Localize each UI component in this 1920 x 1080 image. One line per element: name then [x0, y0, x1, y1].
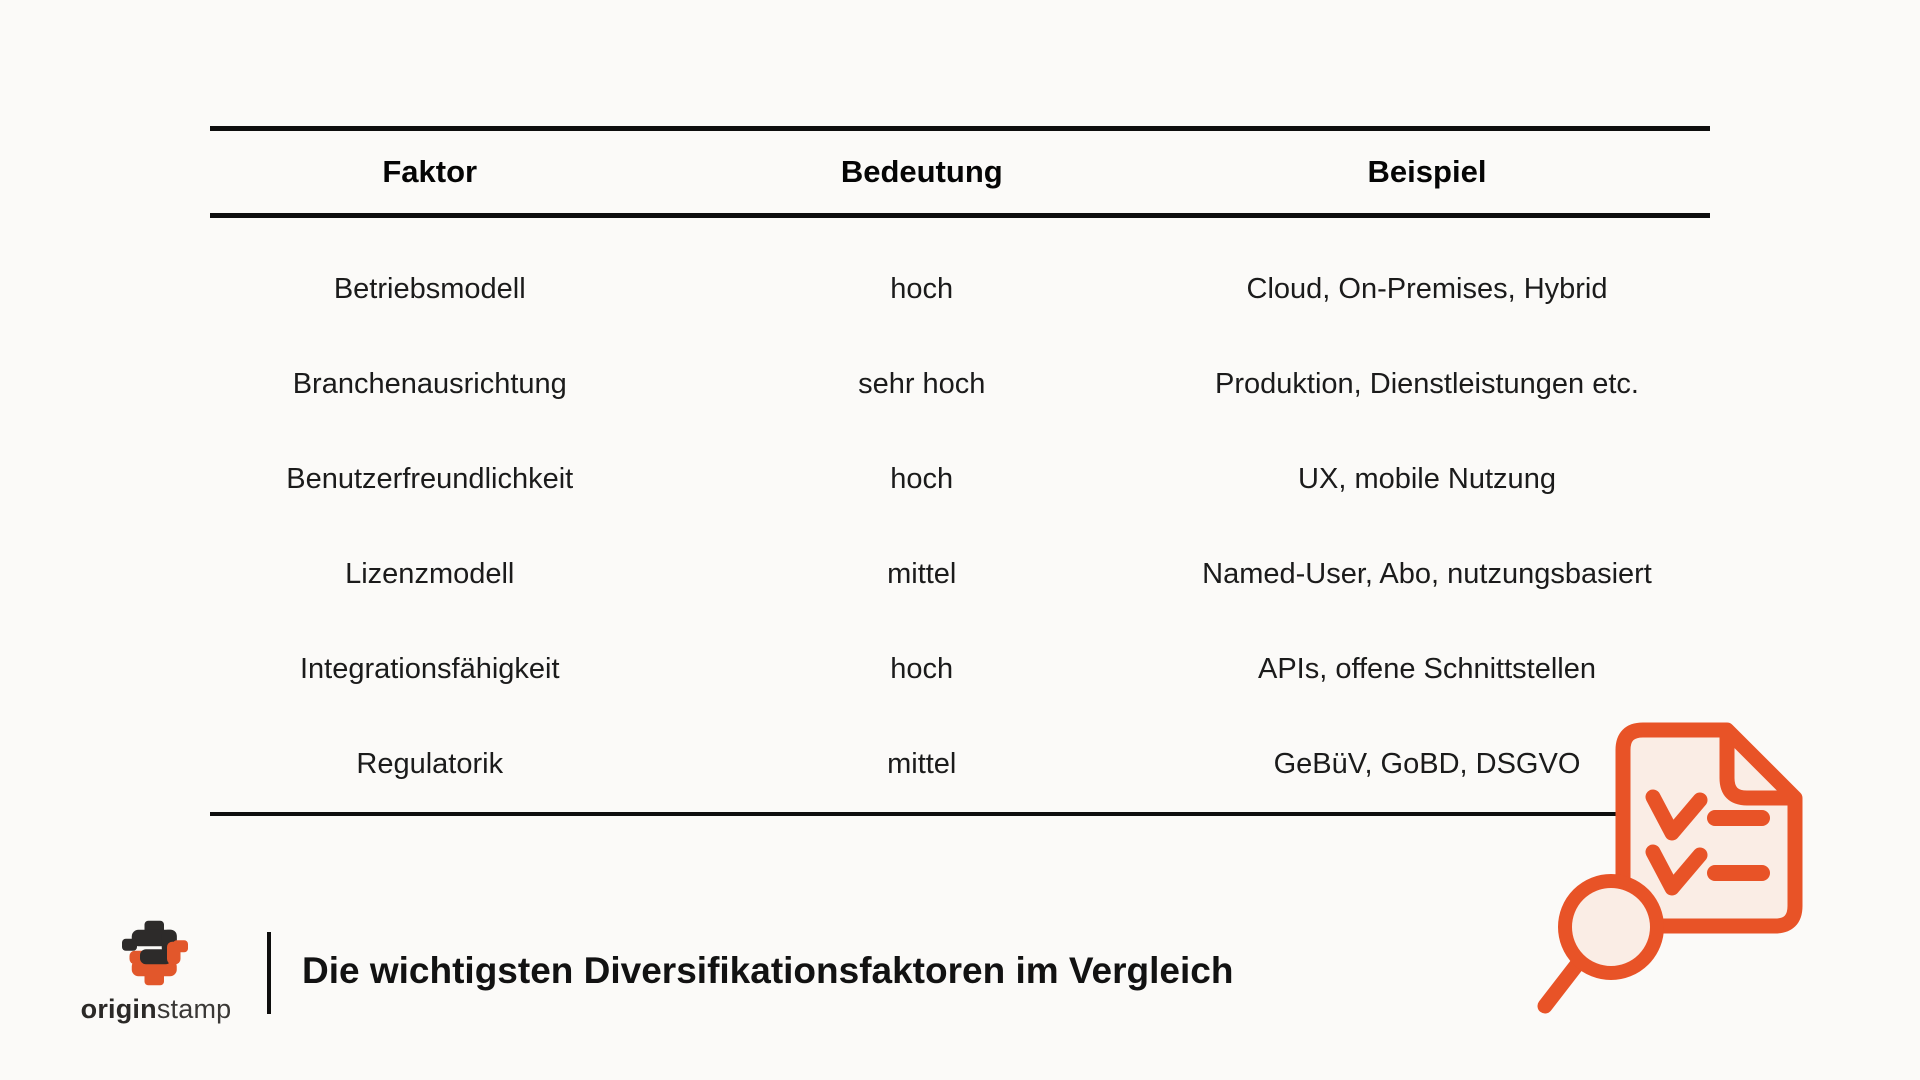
- footer-divider: [267, 932, 271, 1014]
- cell-faktor: Betriebsmodell: [333, 273, 526, 305]
- column-header-beispiel: Beispiel: [1367, 154, 1487, 189]
- cell-faktor: Integrationsfähigkeit: [299, 653, 560, 685]
- brand-wordmark-regular: stamp: [156, 994, 232, 1024]
- cell-beispiel: UX, mobile Nutzung: [1298, 463, 1556, 495]
- cell-faktor: Regulatorik: [356, 748, 504, 780]
- column-header-faktor: Faktor: [382, 154, 478, 189]
- table-row: Branchenausrichtung sehr hoch Produktion…: [210, 337, 1710, 432]
- cell-bedeutung: hoch: [890, 463, 954, 495]
- brand-wordmark-bold: origin: [80, 994, 157, 1024]
- cell-beispiel: GeBüV, GoBD, DSGVO: [1273, 748, 1581, 780]
- cell-beispiel: Produktion, Dienstleistungen etc.: [1215, 368, 1639, 400]
- page-title: Die wichtigsten Diversifikationsfaktoren…: [302, 950, 1234, 991]
- originstamp-logo-icon: [122, 918, 188, 988]
- cell-beispiel: Named-User, Abo, nutzungsbasiert: [1202, 558, 1652, 590]
- column-header-bedeutung: Bedeutung: [840, 154, 1003, 189]
- cell-faktor: Branchenausrichtung: [292, 368, 567, 400]
- document-checklist-magnifier-icon: [1535, 710, 1815, 1020]
- cell-bedeutung: mittel: [887, 558, 957, 590]
- cell-faktor: Benutzerfreundlichkeit: [286, 463, 574, 495]
- comparison-table: Faktor Bedeutung Beispiel Betriebsmodell…: [210, 126, 1710, 816]
- table-body: Betriebsmodell hoch Cloud, On-Premises, …: [210, 218, 1710, 816]
- table-row: Benutzerfreundlichkeit hoch UX, mobile N…: [210, 432, 1710, 527]
- cell-bedeutung: sehr hoch: [858, 368, 986, 400]
- table-row: Regulatorik mittel GeBüV, GoBD, DSGVO: [210, 717, 1710, 812]
- cell-faktor: Lizenzmodell: [345, 558, 515, 590]
- cell-bedeutung: mittel: [887, 748, 957, 780]
- table-row: Betriebsmodell hoch Cloud, On-Premises, …: [210, 242, 1710, 337]
- brand-wordmark: originstamp: [70, 994, 242, 1025]
- cell-beispiel: Cloud, On-Premises, Hybrid: [1246, 273, 1608, 305]
- cell-bedeutung: hoch: [890, 653, 954, 685]
- table-row: Integrationsfähigkeit hoch APIs, offene …: [210, 622, 1710, 717]
- cell-bedeutung: hoch: [890, 273, 954, 305]
- table-row: Lizenzmodell mittel Named-User, Abo, nut…: [210, 527, 1710, 622]
- cell-beispiel: APIs, offene Schnittstellen: [1257, 653, 1596, 685]
- table-header-row: Faktor Bedeutung Beispiel: [210, 126, 1710, 218]
